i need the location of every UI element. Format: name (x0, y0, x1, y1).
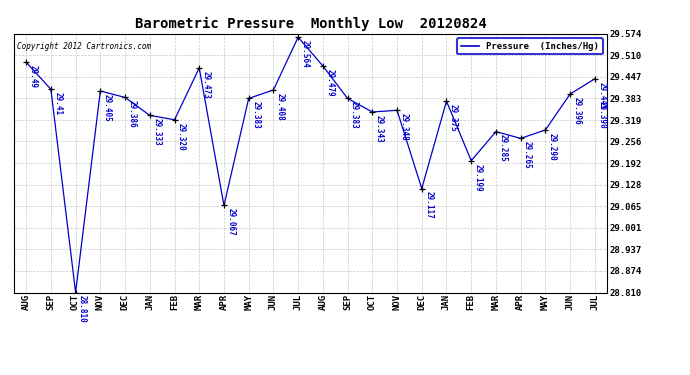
Title: Barometric Pressure  Monthly Low  20120824: Barometric Pressure Monthly Low 20120824 (135, 17, 486, 31)
Text: 29.473: 29.473 (201, 71, 210, 99)
Text: 29.265: 29.265 (523, 141, 532, 169)
Text: 29.199: 29.199 (473, 164, 483, 191)
Text: 29.348: 29.348 (400, 113, 408, 141)
Text: 29.386: 29.386 (128, 100, 137, 128)
Text: 29.343: 29.343 (375, 115, 384, 142)
Text: 29.49: 29.49 (28, 65, 38, 88)
Text: 29.390: 29.390 (598, 101, 607, 129)
Text: 29.396: 29.396 (573, 97, 582, 124)
Text: 29.41: 29.41 (53, 92, 62, 115)
Text: 29.320: 29.320 (177, 123, 186, 150)
Text: 29.290: 29.290 (548, 133, 557, 160)
Text: 29.479: 29.479 (325, 69, 335, 96)
Legend: Pressure  (Inches/Hg): Pressure (Inches/Hg) (457, 38, 602, 54)
Text: 29.405: 29.405 (103, 94, 112, 122)
Text: 29.333: 29.333 (152, 118, 161, 146)
Text: 29.564: 29.564 (301, 40, 310, 68)
Text: Copyright 2012 Cartronics.com: Copyright 2012 Cartronics.com (17, 42, 151, 51)
Text: 29.383: 29.383 (350, 101, 359, 129)
Text: 29.117: 29.117 (424, 191, 433, 219)
Text: 29.383: 29.383 (251, 101, 260, 129)
Text: 29.067: 29.067 (226, 208, 235, 236)
Text: 29.375: 29.375 (449, 104, 458, 132)
Text: 29.408: 29.408 (276, 93, 285, 120)
Text: 29.441: 29.441 (598, 82, 607, 110)
Text: 28.810: 28.810 (78, 295, 87, 323)
Text: 29.285: 29.285 (498, 134, 507, 162)
